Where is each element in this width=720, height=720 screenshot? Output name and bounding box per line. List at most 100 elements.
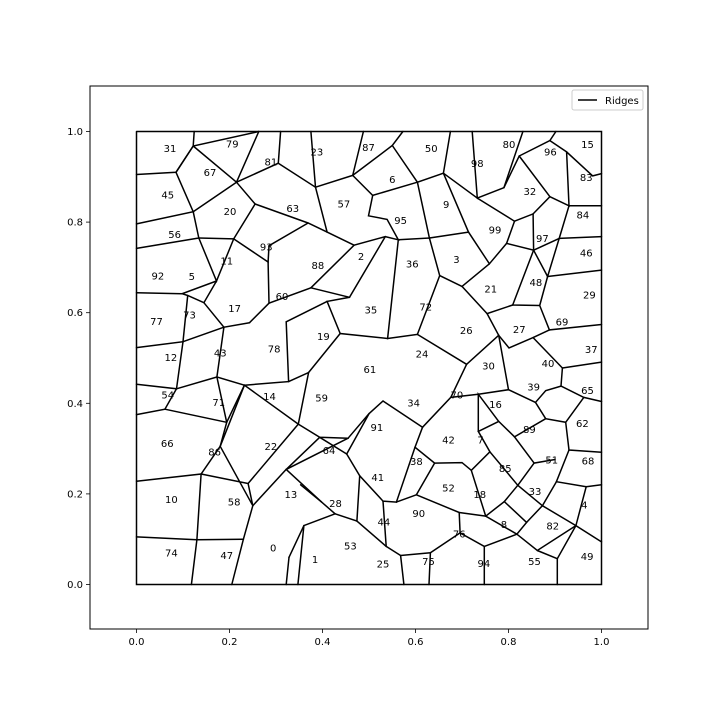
cell-label: 65 <box>581 386 594 397</box>
cell-label: 43 <box>214 349 227 360</box>
cell-label: 23 <box>311 147 324 158</box>
cell-label: 32 <box>524 187 537 198</box>
ridge-segment <box>181 280 218 304</box>
cell-label: 44 <box>378 518 391 529</box>
cell-label: 49 <box>581 552 594 563</box>
cell-label: 74 <box>165 549 178 560</box>
cell-label: 69 <box>556 317 569 328</box>
cell-label: 95 <box>394 216 407 227</box>
cell-label: 50 <box>425 144 438 155</box>
ridge-segment <box>164 408 228 424</box>
cell-label: 64 <box>323 446 336 457</box>
ridge-segment <box>416 274 441 336</box>
ridge-segment <box>549 139 603 177</box>
cell-label: 53 <box>344 542 357 553</box>
cell-label: 17 <box>228 304 241 315</box>
ridge-segment <box>247 423 300 485</box>
cell-label: 79 <box>226 140 239 151</box>
ridge-segment <box>461 263 491 288</box>
ridge-segment <box>558 235 603 240</box>
cell-label: 68 <box>582 456 595 467</box>
ridge-segment <box>382 400 424 429</box>
ridge-segment <box>534 385 585 424</box>
cell-label: 47 <box>220 551 233 562</box>
cell-label: 88 <box>312 261 325 272</box>
cell-label: 54 <box>161 391 174 402</box>
y-tick-label: 0.8 <box>67 218 83 229</box>
legend-ridges-label: Ridges <box>605 96 639 107</box>
cell-label: 16 <box>489 400 502 411</box>
cell-label: 89 <box>523 425 536 436</box>
legend-box <box>571 89 644 111</box>
cell-label: 0 <box>270 543 276 554</box>
cell-label: 13 <box>285 490 298 501</box>
cell-label: 12 <box>165 353 178 364</box>
ridge-segment <box>175 376 218 390</box>
cell-label: 94 <box>478 559 491 570</box>
cell-label: 10 <box>165 495 178 506</box>
ridge-segment <box>135 536 198 541</box>
ridge-segment <box>196 473 202 541</box>
ridge-segment <box>367 194 400 241</box>
cell-label: 86 <box>208 448 221 459</box>
ridges-layer <box>135 130 603 586</box>
ridge-segment <box>310 287 351 299</box>
cell-label: 56 <box>168 230 181 241</box>
ridge-segment <box>442 172 508 266</box>
cell-label: 99 <box>489 225 502 236</box>
cell-label: 97 <box>536 234 549 245</box>
cell-label: 77 <box>150 317 163 328</box>
cell-label: 20 <box>224 207 237 218</box>
ridge-segment <box>285 436 321 471</box>
ridge-segment <box>561 361 603 369</box>
cell-label: 67 <box>204 168 217 179</box>
y-tick-label: 1.0 <box>67 127 83 138</box>
cell-label: 11 <box>220 257 233 268</box>
cell-label: 39 <box>527 383 540 394</box>
cell-label: 19 <box>317 332 330 343</box>
ridge-segment <box>538 275 603 331</box>
ridge-segment <box>382 500 387 548</box>
cell-label: 40 <box>542 359 555 370</box>
y-tick-label: 0.6 <box>67 308 83 319</box>
ridge-segment <box>232 222 309 264</box>
x-tick-label: 0.4 <box>315 637 331 648</box>
cell-label: 85 <box>499 464 512 475</box>
cell-label: 78 <box>268 344 281 355</box>
ridge-segment <box>546 269 603 278</box>
ridge-segment <box>248 235 387 324</box>
cell-label: 9 <box>443 200 449 211</box>
cell-label: 75 <box>422 557 435 568</box>
cell-label: 81 <box>265 157 278 168</box>
cell-label: 62 <box>576 419 589 430</box>
cell-label: 84 <box>577 210 590 221</box>
ridge-segment <box>182 326 225 343</box>
cell-label: 46 <box>580 248 593 259</box>
axes-frame <box>89 85 649 630</box>
cell-label: 25 <box>377 560 390 571</box>
cell-label: 26 <box>460 326 473 337</box>
x-tick-label: 0.0 <box>129 637 145 648</box>
cell-label: 93 <box>260 243 273 254</box>
cell-label: 33 <box>529 487 542 498</box>
ridge-segment <box>299 484 323 503</box>
ridge-segment <box>297 371 349 439</box>
cell-label: 37 <box>585 345 598 356</box>
axis-ticks: 0.0 0.2 0.4 0.6 0.8 1.0 0.0 0.2 0.4 0.6 0.8 1.0 <box>67 127 609 648</box>
cell-label: 60 <box>276 292 289 303</box>
ridge-segment <box>497 334 510 391</box>
legend: Ridges <box>571 89 644 111</box>
cell-label: 4 <box>581 500 587 511</box>
ridge-segment <box>267 261 270 304</box>
cell-label: 41 <box>371 473 384 484</box>
ridge-segment <box>532 205 570 252</box>
cell-label: 36 <box>406 260 419 271</box>
cell-label: 34 <box>407 398 420 409</box>
ridge-segment <box>297 524 305 586</box>
ridge-segment <box>285 556 290 586</box>
ridge-segment <box>399 554 405 586</box>
cell-label: 31 <box>164 144 177 155</box>
cell-label: 57 <box>338 200 351 211</box>
